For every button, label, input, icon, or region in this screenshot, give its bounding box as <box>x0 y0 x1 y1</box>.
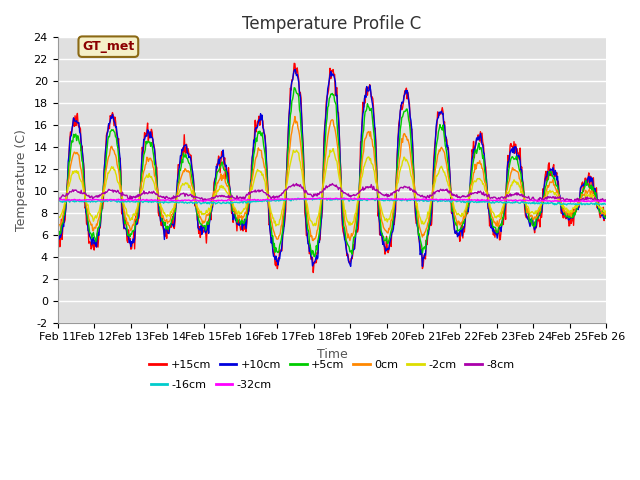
+15cm <box>63 178 71 183</box>
+10cm <box>347 264 355 269</box>
+15cm <box>205 217 212 223</box>
Line: +5cm: +5cm <box>58 88 606 257</box>
+10cm <box>205 230 212 236</box>
0cm <box>176 180 184 185</box>
X-axis label: Time: Time <box>317 348 348 361</box>
+5cm <box>311 254 319 260</box>
Y-axis label: Temperature (C): Temperature (C) <box>15 129 28 231</box>
+5cm <box>291 85 298 91</box>
+15cm <box>120 226 128 232</box>
-2cm <box>63 189 71 195</box>
-8cm <box>415 192 423 198</box>
-8cm <box>399 185 407 191</box>
+10cm <box>416 252 424 257</box>
0cm <box>120 209 128 215</box>
+15cm <box>309 270 317 276</box>
-2cm <box>272 223 280 229</box>
Line: -32cm: -32cm <box>58 198 606 202</box>
+5cm <box>63 182 71 188</box>
-2cm <box>602 208 610 214</box>
-16cm <box>205 200 212 206</box>
-32cm <box>63 197 71 203</box>
+10cm <box>63 180 71 185</box>
-32cm <box>205 198 212 204</box>
-32cm <box>399 196 407 202</box>
-16cm <box>63 197 71 203</box>
-32cm <box>415 197 423 203</box>
-16cm <box>399 197 407 203</box>
-2cm <box>54 216 61 222</box>
-16cm <box>415 198 423 204</box>
-2cm <box>120 201 128 207</box>
+5cm <box>416 236 424 242</box>
-16cm <box>602 201 610 207</box>
+15cm <box>291 60 298 66</box>
0cm <box>205 211 212 217</box>
-8cm <box>205 196 212 202</box>
0cm <box>602 212 610 217</box>
0cm <box>346 238 354 243</box>
-16cm <box>563 202 570 208</box>
+5cm <box>54 234 61 240</box>
Line: 0cm: 0cm <box>58 117 606 240</box>
+5cm <box>205 221 212 227</box>
-32cm <box>54 197 61 203</box>
0cm <box>416 226 424 232</box>
+10cm <box>291 67 299 72</box>
+15cm <box>176 161 184 167</box>
+10cm <box>120 225 128 231</box>
Line: +15cm: +15cm <box>58 63 606 273</box>
+10cm <box>176 162 184 168</box>
-2cm <box>205 205 212 211</box>
-2cm <box>416 215 424 220</box>
+10cm <box>400 93 408 98</box>
+15cm <box>400 94 408 99</box>
Line: +10cm: +10cm <box>58 70 606 266</box>
+15cm <box>602 215 610 221</box>
Title: Temperature Profile C: Temperature Profile C <box>243 15 422 33</box>
-16cm <box>340 195 348 201</box>
+15cm <box>54 237 61 243</box>
-8cm <box>120 192 128 198</box>
-32cm <box>316 195 323 201</box>
+5cm <box>602 215 610 221</box>
Line: -2cm: -2cm <box>58 149 606 226</box>
-2cm <box>176 189 184 194</box>
Text: GT_met: GT_met <box>82 40 134 53</box>
Line: -8cm: -8cm <box>58 183 606 202</box>
+15cm <box>416 243 424 249</box>
+10cm <box>54 241 61 247</box>
+5cm <box>176 167 184 173</box>
-8cm <box>602 198 610 204</box>
0cm <box>291 114 299 120</box>
0cm <box>400 131 408 136</box>
-16cm <box>120 199 128 204</box>
-16cm <box>176 199 184 205</box>
-16cm <box>54 198 61 204</box>
-8cm <box>176 193 184 199</box>
-8cm <box>566 199 574 205</box>
+10cm <box>602 211 610 217</box>
Line: -16cm: -16cm <box>58 198 606 205</box>
0cm <box>54 222 61 228</box>
-32cm <box>176 198 184 204</box>
+5cm <box>120 210 128 216</box>
-32cm <box>602 199 610 205</box>
0cm <box>63 186 71 192</box>
+5cm <box>400 108 408 114</box>
-2cm <box>329 146 337 152</box>
Legend: -16cm, -32cm: -16cm, -32cm <box>146 375 276 394</box>
-2cm <box>400 154 408 160</box>
-32cm <box>120 198 128 204</box>
-8cm <box>54 196 61 202</box>
-8cm <box>63 192 71 198</box>
-8cm <box>292 180 300 186</box>
